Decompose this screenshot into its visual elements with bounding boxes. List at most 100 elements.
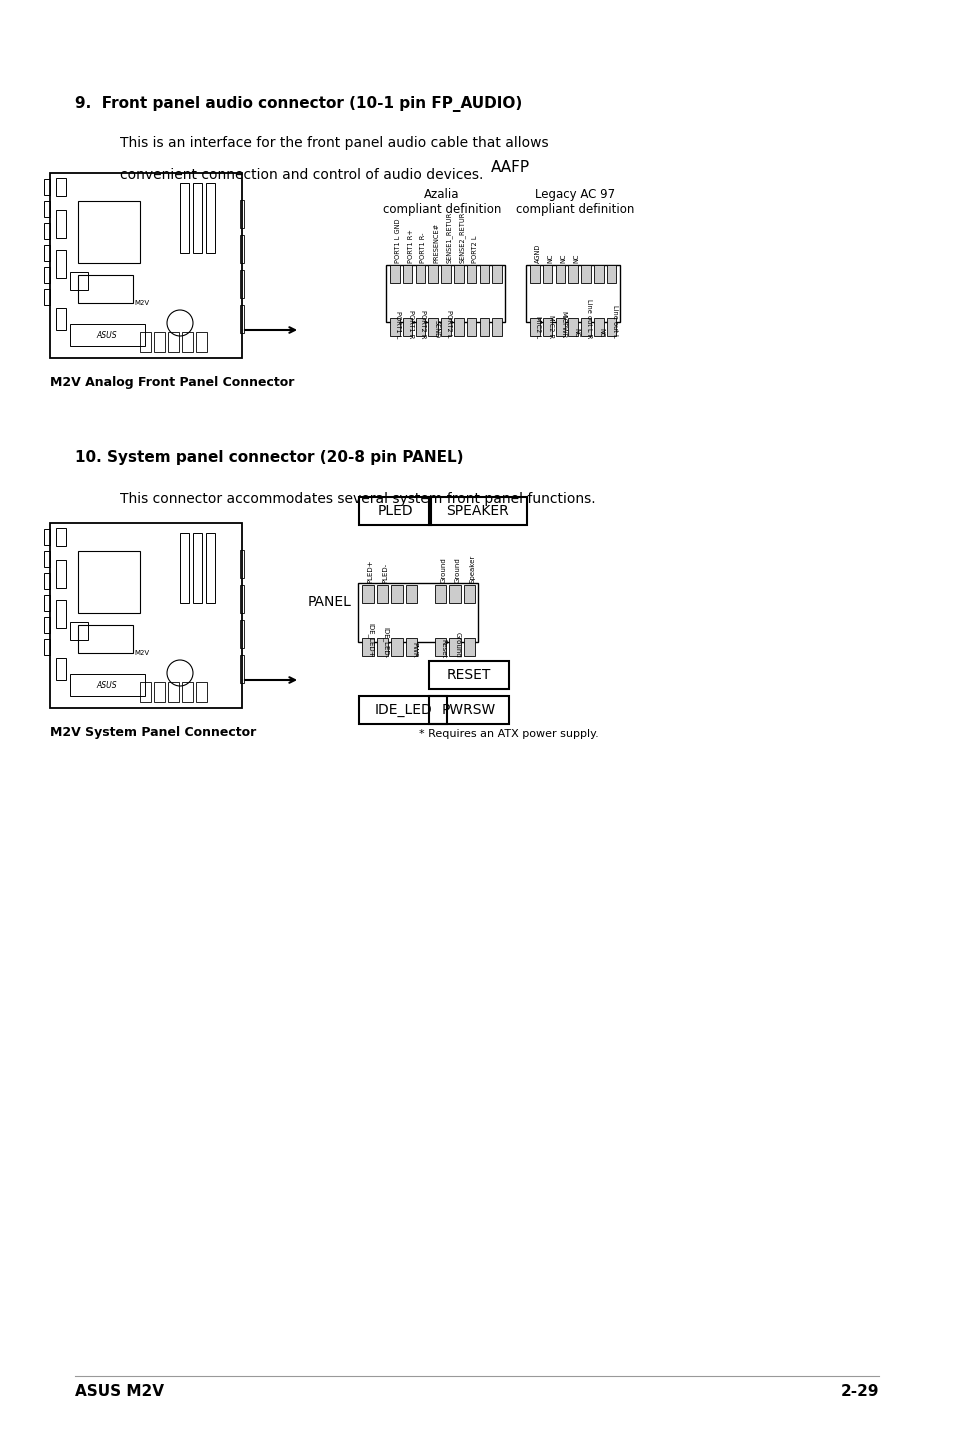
Bar [168,682,179,702]
Text: Azalia
compliant definition: Azalia compliant definition [382,188,500,216]
Bar [428,498,526,525]
Text: 2-29: 2-29 [840,1383,878,1399]
Text: MIC2 R: MIC2 R [547,315,553,338]
Bar [390,318,399,336]
Bar [70,272,88,290]
Text: PORT2 R: PORT2 R [420,309,426,338]
Bar [44,638,50,654]
Bar [70,674,145,696]
Text: PLED-: PLED- [382,562,388,582]
Bar [168,332,179,352]
Text: PLED+: PLED+ [367,559,374,582]
Bar [56,308,66,329]
Bar [240,234,244,263]
Bar [240,270,244,298]
Bar [358,498,431,525]
Text: Ground: Ground [455,633,460,659]
Bar [56,178,66,196]
Bar [240,549,244,578]
Text: Legacy AC 97
compliant definition: Legacy AC 97 compliant definition [516,188,634,216]
Bar [44,595,50,611]
Text: This connector accommodates several system front panel functions.: This connector accommodates several syst… [120,492,595,506]
Bar [44,572,50,590]
Bar [44,289,50,305]
Bar [153,332,165,352]
Bar [78,551,140,613]
Bar [140,682,151,702]
Bar [180,183,189,253]
Text: RESET: RESET [446,669,490,682]
Bar [594,265,603,283]
Bar [56,250,66,278]
Bar [454,318,463,336]
Bar [416,318,425,336]
Text: NC: NC [547,253,553,263]
Bar [50,173,242,358]
Text: ASUS M2V: ASUS M2V [75,1383,164,1399]
Bar [56,528,66,546]
Bar [206,533,214,603]
Bar [140,332,151,352]
Bar [606,265,616,283]
Bar [525,265,618,322]
Bar [240,620,244,649]
Text: Ground: Ground [455,558,460,582]
Bar [240,200,244,229]
Text: ASUS: ASUS [96,680,117,689]
Text: Ground: Ground [439,558,446,582]
Text: PWR: PWR [411,643,416,659]
Bar [568,265,578,283]
Text: PRESENCE#: PRESENCE# [433,223,438,263]
Text: 10. System panel connector (20-8 pin PANEL): 10. System panel connector (20-8 pin PAN… [75,450,463,464]
Text: NC: NC [598,328,604,338]
Bar [580,265,590,283]
Text: M2V: M2V [134,301,150,306]
Bar [542,265,552,283]
Bar [405,638,416,656]
Bar [440,265,450,283]
Text: SENSE2_RETUR: SENSE2_RETUR [458,211,465,263]
Text: * Requires an ATX power supply.: * Requires an ATX power supply. [418,729,598,739]
Text: Line out L R: Line out L R [585,299,591,338]
Bar [542,318,552,336]
Bar [428,696,508,723]
Bar [44,201,50,217]
Bar [492,318,501,336]
Bar [466,265,476,283]
Bar [530,318,539,336]
Bar [182,332,193,352]
Text: Reset: Reset [439,638,446,659]
Text: MIC2 L: MIC2 L [535,316,540,338]
Bar [50,523,242,707]
Text: PLED: PLED [376,503,413,518]
Bar [594,318,603,336]
Text: SPEAKER: SPEAKER [446,503,508,518]
Text: NC: NC [573,253,578,263]
Text: PORT1 R-: PORT1 R- [420,233,426,263]
Text: M2V: M2V [134,650,150,656]
Bar [376,585,388,603]
Bar [70,324,145,347]
Text: Speaker: Speaker [469,555,475,582]
Bar [416,265,425,283]
Bar [428,318,437,336]
Bar [580,318,590,336]
Bar [428,661,508,689]
Text: NC: NC [573,328,578,338]
Bar [182,682,193,702]
Bar [44,617,50,633]
Bar [434,638,446,656]
Bar [386,265,505,322]
Bar [78,626,132,653]
Bar [463,638,475,656]
Text: PWRSW: PWRSW [441,703,496,718]
Bar [206,183,214,253]
Bar [357,582,477,641]
Bar [44,223,50,239]
Bar [358,696,447,723]
Text: SENSE1_RETUR: SENSE1_RETUR [445,211,453,263]
Text: M2V Analog Front Panel Connector: M2V Analog Front Panel Connector [50,375,294,390]
Text: ASUS: ASUS [96,331,117,339]
Bar [240,305,244,334]
Bar [361,638,374,656]
